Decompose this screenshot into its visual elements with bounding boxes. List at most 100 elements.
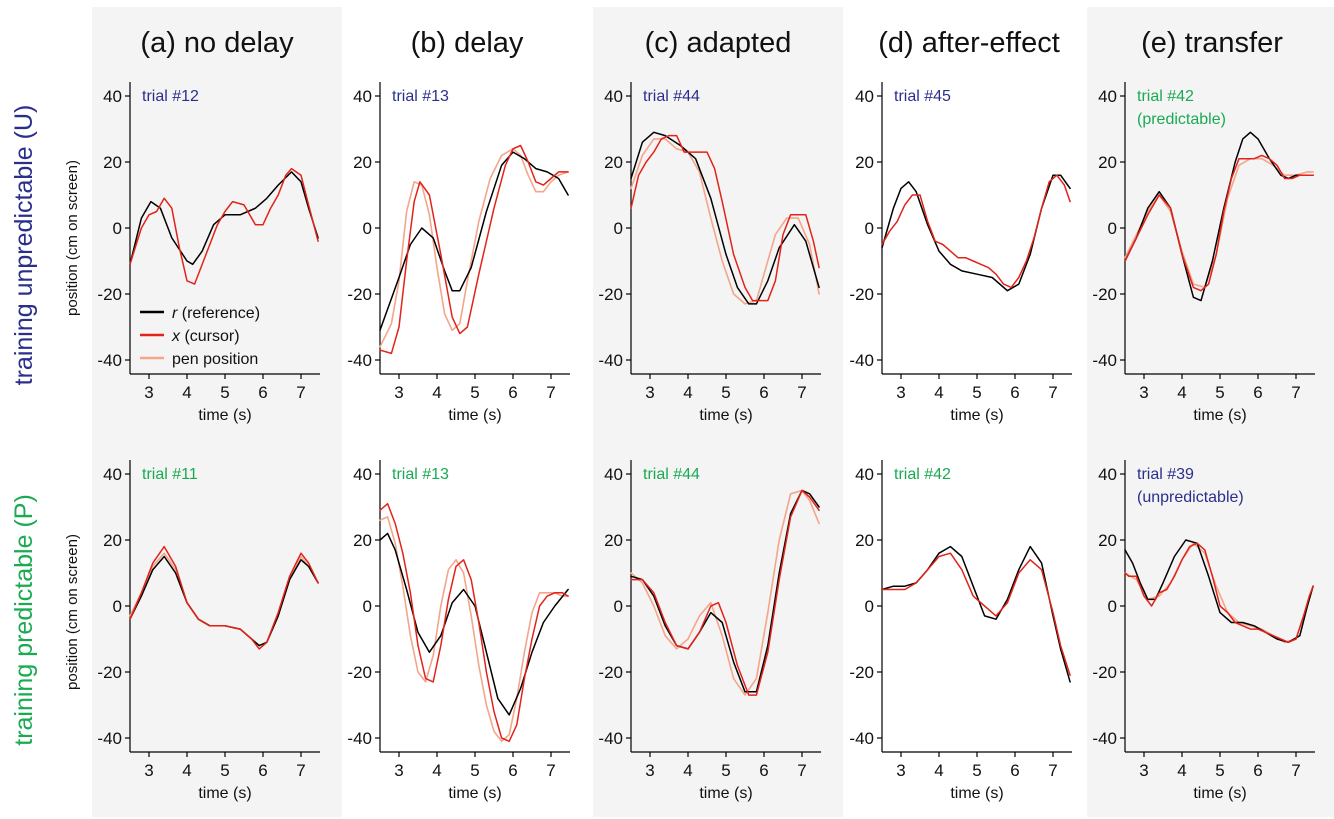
x-tick-label: 6: [258, 383, 267, 402]
y-tick-label: -20: [849, 663, 874, 682]
y-tick-label: -20: [598, 663, 623, 682]
x-tick-label: 5: [470, 761, 479, 780]
x-tick-label: 4: [683, 383, 692, 402]
x-axis-label: time (s): [198, 407, 251, 424]
y-tick-label: -40: [347, 351, 372, 370]
x-tick-label: 4: [432, 383, 441, 402]
series-line-r: [379, 151, 569, 332]
series-line-r: [630, 489, 820, 693]
x-tick-label: 3: [394, 383, 403, 402]
y-tick-label: 20: [604, 153, 623, 172]
x-tick-label: 7: [797, 383, 806, 402]
y-tick-label: 40: [103, 465, 122, 484]
x-tick-label: 4: [683, 761, 692, 780]
x-tick-label: 3: [1139, 383, 1148, 402]
panel-U-4: 40 20 0 -20 -40 3 4 5 6 7 time (s) trial #42 (predic…: [1092, 82, 1315, 424]
x-tick-label: 3: [1139, 761, 1148, 780]
panel-P-2: 40 20 0 -20 -40 3 4 5 6 7 time (s) trial #44: [598, 460, 821, 802]
panel-U-0: 40 20 0 -20 -40 3 4 5 6 7 time (s) trial #12: [97, 82, 320, 424]
series-line-x: [881, 552, 1071, 677]
y-tick-label: -20: [347, 285, 372, 304]
x-tick-label: 5: [721, 761, 730, 780]
trial-annotation: trial #42: [1137, 88, 1194, 105]
series-line-pen: [630, 489, 820, 696]
y-tick-label: -40: [598, 729, 623, 748]
trial-annotation: trial #42: [894, 466, 951, 483]
y-tick-label: 20: [855, 531, 874, 550]
series-line-x: [379, 144, 569, 355]
y-tick-label: 0: [614, 219, 623, 238]
x-tick-label: 5: [972, 383, 981, 402]
y-tick-label: -20: [97, 285, 122, 304]
legend-entry: x (cursor): [171, 328, 240, 345]
y-tick-label: 40: [855, 465, 874, 484]
series-line-x: [379, 502, 569, 743]
panel-U-1: 40 20 0 -20 -40 3 4 5 6 7 time (s) trial #13: [347, 82, 570, 424]
x-tick-label: 6: [508, 383, 517, 402]
row-label: training predictable (P): [10, 494, 38, 746]
column-title: (e) transfer: [1141, 27, 1283, 59]
x-tick-label: 3: [144, 761, 153, 780]
panel-U-2: 40 20 0 -20 -40 3 4 5 6 7 time (s) trial #44: [598, 82, 821, 424]
y-tick-label: 20: [353, 531, 372, 550]
y-tick-label: 0: [865, 219, 874, 238]
trial-annotation: trial #44: [643, 466, 700, 483]
series-line-x: [129, 167, 319, 285]
x-tick-label: 7: [296, 383, 305, 402]
y-tick-label: -40: [347, 729, 372, 748]
trial-annotation: trial #13: [392, 88, 449, 105]
y-tick-label: 20: [353, 153, 372, 172]
trial-annotation: trial #39: [1137, 466, 1194, 483]
y-tick-label: 0: [865, 597, 874, 616]
x-tick-label: 5: [220, 383, 229, 402]
y-tick-label: 20: [103, 531, 122, 550]
trial-annotation: trial #45: [894, 88, 951, 105]
column-header-layer: (a) no delay (b) delay (c) adapted (d) afte…: [140, 27, 1283, 59]
y-tick-label: 0: [363, 597, 372, 616]
x-tick-label: 5: [1215, 383, 1224, 402]
y-tick-label: 40: [1098, 465, 1117, 484]
x-tick-label: 7: [1291, 383, 1300, 402]
column-title: (d) after-effect: [878, 27, 1060, 59]
y-tick-label: 0: [363, 219, 372, 238]
panel-U-3: 40 20 0 -20 -40 3 4 5 6 7 time (s) trial #45: [849, 82, 1072, 424]
trial-annotation: trial #12: [142, 88, 199, 105]
column-shade-0: [92, 7, 342, 817]
y-tick-label: 0: [1108, 597, 1117, 616]
x-tick-label: 5: [1215, 761, 1224, 780]
series-line-r: [881, 174, 1071, 292]
x-tick-label: 7: [797, 761, 806, 780]
series-line-x: [1124, 154, 1314, 292]
x-tick-label: 3: [144, 383, 153, 402]
y-tick-label: -20: [1092, 285, 1117, 304]
trial-annotation: trial #13: [392, 466, 449, 483]
legend-entry: pen position: [172, 351, 258, 368]
y-tick-label: 20: [1098, 531, 1117, 550]
y-tick-label: -40: [849, 729, 874, 748]
x-axis-label: time (s): [699, 785, 752, 802]
y-tick-label: -20: [97, 663, 122, 682]
legend: r (reference) x (cursor) pen position: [140, 305, 260, 368]
x-axis-label: time (s): [448, 785, 501, 802]
y-tick-label: 40: [1098, 87, 1117, 106]
series-line-r: [379, 532, 569, 716]
series-line-x: [630, 489, 820, 696]
x-axis-label: time (s): [950, 407, 1003, 424]
trial-annotation: trial #11: [142, 466, 198, 483]
x-tick-label: 7: [546, 383, 555, 402]
x-tick-label: 6: [1253, 761, 1262, 780]
series-line-pen: [379, 148, 569, 348]
series-line-r: [881, 545, 1071, 683]
column-shade-4: [1087, 7, 1334, 817]
panel-P-3: 40 20 0 -20 -40 3 4 5 6 7 time (s) trial #42: [849, 460, 1072, 802]
row-label-layer: training unpredictable (U) training predi…: [10, 105, 81, 746]
x-axis-label: time (s): [950, 785, 1003, 802]
y-tick-label: 40: [604, 87, 623, 106]
x-tick-label: 7: [1048, 383, 1057, 402]
y-tick-label: -40: [598, 351, 623, 370]
panel-P-1: 40 20 0 -20 -40 3 4 5 6 7 time (s) trial #13: [347, 460, 570, 802]
x-tick-label: 6: [508, 761, 517, 780]
y-axis-label: position (cm on screen): [64, 534, 81, 690]
y-tick-label: 20: [604, 531, 623, 550]
